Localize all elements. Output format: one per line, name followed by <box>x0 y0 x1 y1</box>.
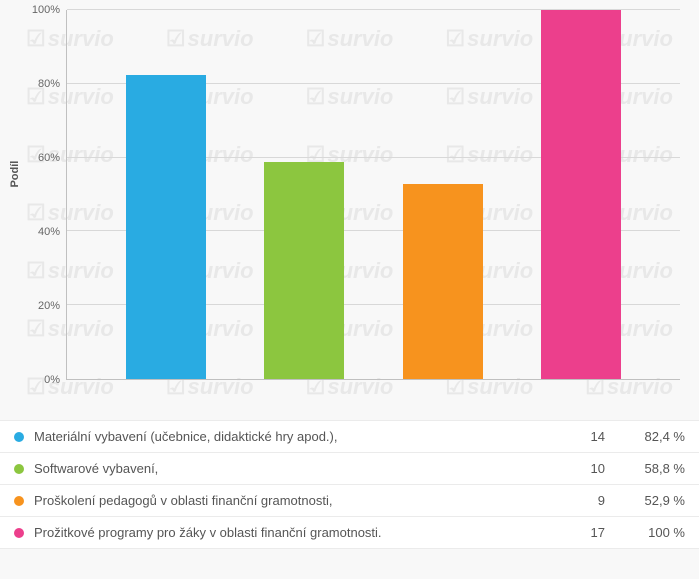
bar <box>264 162 344 379</box>
legend-percentage: 52,9 % <box>605 493 685 508</box>
legend-count: 14 <box>545 429 605 444</box>
legend-color-dot <box>14 432 24 442</box>
legend-percentage: 100 % <box>605 525 685 540</box>
bars-container <box>67 10 680 379</box>
bar <box>403 184 483 379</box>
legend-count: 17 <box>545 525 605 540</box>
legend-label: Materiální vybavení (učebnice, didaktick… <box>34 429 545 444</box>
y-tick-label: 100% <box>32 4 60 16</box>
legend-table: Materiální vybavení (učebnice, didaktick… <box>0 420 699 549</box>
y-tick-label: 60% <box>38 152 60 164</box>
bar <box>126 75 206 379</box>
legend-row: Materiální vybavení (učebnice, didaktick… <box>0 421 699 453</box>
y-tick-label: 80% <box>38 78 60 90</box>
legend-row: Softwarové vybavení,1058,8 % <box>0 453 699 485</box>
legend-percentage: 58,8 % <box>605 461 685 476</box>
y-axis-ticks: 0%20%40%60%80%100% <box>20 10 60 380</box>
legend-color-dot <box>14 528 24 538</box>
bar <box>541 10 621 379</box>
legend-count: 9 <box>545 493 605 508</box>
bar-chart: Podíl 0%20%40%60%80%100% <box>20 10 680 380</box>
chart-plot-area <box>66 10 680 380</box>
legend-row: Prožitkové programy pro žáky v oblasti f… <box>0 517 699 549</box>
y-tick-label: 0% <box>44 374 60 386</box>
y-tick-label: 40% <box>38 226 60 238</box>
legend-label: Prožitkové programy pro žáky v oblasti f… <box>34 525 545 540</box>
legend-row: Proškolení pedagogů v oblasti finanční g… <box>0 485 699 517</box>
y-tick-label: 20% <box>38 300 60 312</box>
legend-color-dot <box>14 496 24 506</box>
legend-percentage: 82,4 % <box>605 429 685 444</box>
legend-label: Softwarové vybavení, <box>34 461 545 476</box>
legend-count: 10 <box>545 461 605 476</box>
legend-label: Proškolení pedagogů v oblasti finanční g… <box>34 493 545 508</box>
legend-color-dot <box>14 464 24 474</box>
